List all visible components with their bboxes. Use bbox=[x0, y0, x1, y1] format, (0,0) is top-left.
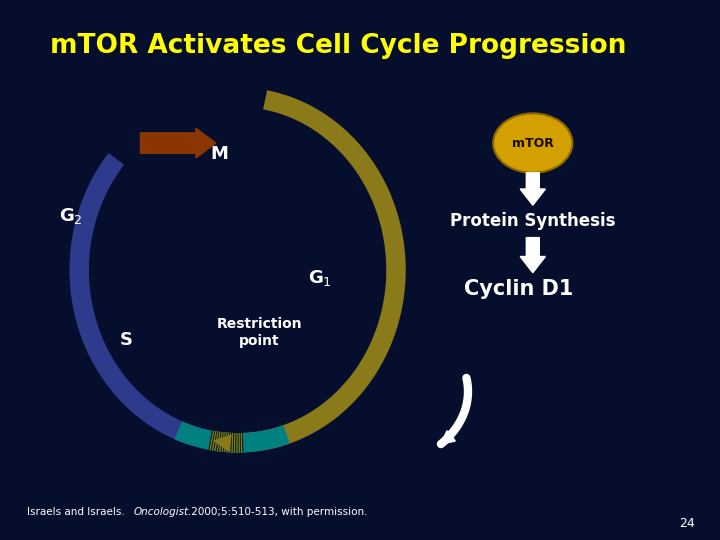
Text: M: M bbox=[211, 145, 228, 163]
Text: Protein Synthesis: Protein Synthesis bbox=[450, 212, 616, 231]
Text: mTOR Activates Cell Cycle Progression: mTOR Activates Cell Cycle Progression bbox=[50, 33, 626, 59]
Text: Cyclin D1: Cyclin D1 bbox=[464, 279, 573, 299]
Text: Restriction: Restriction bbox=[217, 317, 302, 331]
Text: G$_1$: G$_1$ bbox=[308, 268, 333, 288]
Text: G$_2$: G$_2$ bbox=[59, 206, 82, 226]
FancyArrow shape bbox=[521, 238, 546, 273]
Text: S: S bbox=[120, 331, 132, 349]
FancyArrow shape bbox=[140, 128, 216, 158]
Text: mTOR: mTOR bbox=[512, 137, 554, 150]
Text: 24: 24 bbox=[679, 517, 695, 530]
Text: point: point bbox=[239, 334, 279, 348]
Text: Israels and Israels.: Israels and Israels. bbox=[27, 507, 128, 517]
Text: 2000;5:510-513, with permission.: 2000;5:510-513, with permission. bbox=[188, 507, 367, 517]
Circle shape bbox=[493, 113, 572, 173]
FancyArrow shape bbox=[521, 173, 546, 205]
Text: Oncologist.: Oncologist. bbox=[134, 507, 192, 517]
